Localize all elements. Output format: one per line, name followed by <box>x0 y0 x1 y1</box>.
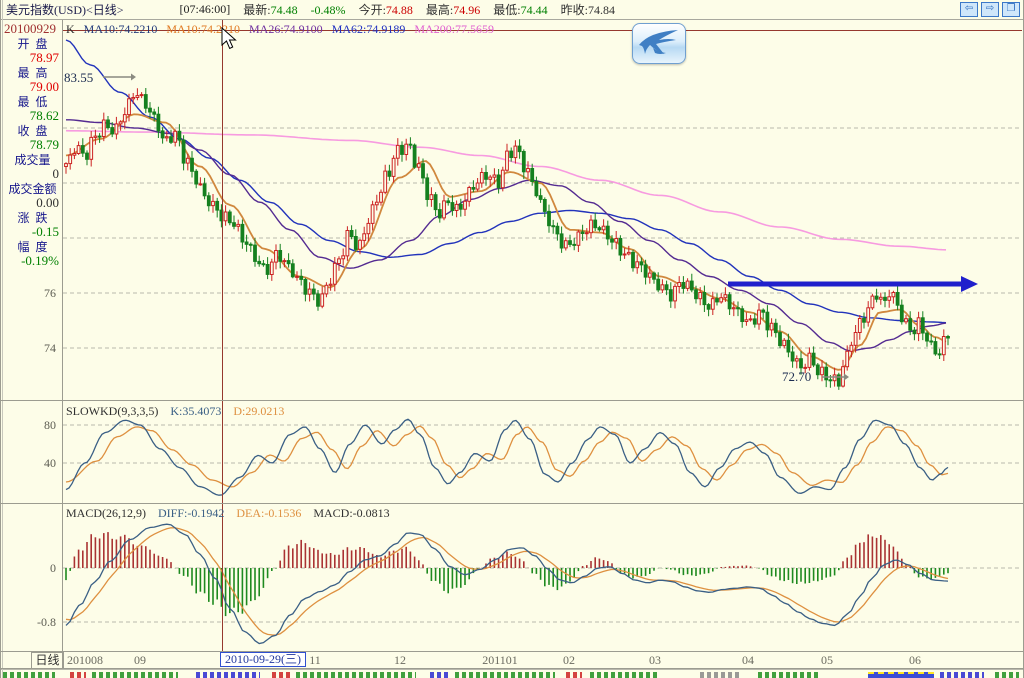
high-price-annotation: 83.55 <box>64 70 94 85</box>
titlebar-buttons: ⇦ ⇨ ❐ <box>960 2 1020 17</box>
kd-macd-divider <box>0 503 1024 504</box>
low-price-annotation: 72.70 <box>782 369 812 384</box>
macd-name: MACD(26,12,9) <box>66 506 146 520</box>
time-axis-label-7: 04 <box>742 653 754 667</box>
main-kd-divider <box>0 400 1024 401</box>
ticker-fragment-10 <box>700 672 740 678</box>
ticker-fragment-3 <box>196 672 260 678</box>
sidebar-row-2: 最 低 78.62 <box>17 95 59 123</box>
ticker-fragment-14 <box>995 672 1019 678</box>
ticker-strip <box>0 669 1024 678</box>
quote-field-5: 昨收:74.84 <box>560 3 615 17</box>
swallow-bird-icon <box>639 30 678 54</box>
quote-field-1: -0.48% <box>310 3 346 17</box>
price-axis-label-76: 76 <box>44 286 56 300</box>
crosshair-date-box: 2010-09-29(三) <box>220 652 306 667</box>
quote-time: [07:46:00] <box>179 2 231 16</box>
time-axis-label-4: 201101 <box>482 653 518 667</box>
macd-diff-value: DIFF:-0.1942 <box>158 506 225 520</box>
ma-label-4: MA62:74.9189 <box>331 22 406 36</box>
quote-bar: 美元指数(USD)<日线> [07:46:00] 最新:74.48 -0.48% 今… <box>0 0 1024 20</box>
ma-label-5: MA200:77.5659 <box>414 22 495 36</box>
kd-d-value: D:29.0213 <box>233 404 285 418</box>
kd-axis-label-40: 40 <box>44 456 56 470</box>
macd-macd-value: MACD:-0.0813 <box>313 506 390 520</box>
sidebar-row-5: 成交金额 0.00 <box>8 182 59 210</box>
ticker-fragment-13 <box>940 672 984 678</box>
time-axis-label-9: 06 <box>909 653 921 667</box>
ma-indicator-row: K MA10:74.2210 MA10:74.2210 MA26:74.9100 MA6… <box>66 22 503 37</box>
ticker-fragment-5 <box>296 672 416 678</box>
axis-divider <box>0 651 1024 652</box>
sidebar-row-7: 幅 度 -0.19% <box>17 240 59 268</box>
time-axis: 201008 09 11 12 201101 02 03 04 05 06 <box>0 652 1024 668</box>
bottom-divider <box>0 668 1024 669</box>
quote-field-3: 最高:74.96 <box>425 3 481 17</box>
quote-fields: 最新:74.48 -0.48% 今开:74.88 最高:74.96 最低:74.44 昨收… <box>230 1 615 18</box>
macd-axis-label-neg08: -0.8 <box>37 615 56 629</box>
mouse-cursor <box>221 27 237 50</box>
kd-indicator-row: SLOWKD(9,3,3,5) K:35.4073 D:29.0213 <box>66 404 293 419</box>
ticker-fragment-7 <box>455 672 555 678</box>
window-left-border <box>0 0 1 678</box>
sidebar-row-3: 收 盘 78.79 <box>17 124 59 152</box>
forward-arrow-icon[interactable]: ⇨ <box>981 2 999 17</box>
sidebar-divider <box>62 20 63 668</box>
time-axis-label-6: 03 <box>649 653 661 667</box>
kd-axis-label-80: 80 <box>44 418 56 432</box>
ticker-fragment-11 <box>758 672 818 678</box>
period-selector[interactable]: 日线 <box>31 652 64 669</box>
ticker-fragment-9 <box>590 672 660 678</box>
macd-indicator-row: MACD(26,12,9) DIFF:-0.1942 DEA:-0.1536 M… <box>66 506 399 521</box>
ma-label-1: MA10:74.2210 <box>83 22 158 36</box>
price-axis-label-74: 74 <box>44 341 56 355</box>
ticker-fragment-8 <box>566 672 582 678</box>
time-axis-label-5: 02 <box>563 653 575 667</box>
ticker-fragment-6 <box>430 672 448 678</box>
back-arrow-icon[interactable]: ⇦ <box>960 2 978 17</box>
sidebar-rows: 开 盘 78.97 最 高 79.00 最 低 78.62 收 盘 78.79 成交量 0 成交金额… <box>3 37 62 269</box>
sidebar-row-0: 开 盘 78.97 <box>17 37 59 65</box>
time-axis-label-2: 11 <box>309 653 321 667</box>
ma-label-0: K <box>66 22 75 36</box>
time-axis-label-1: 09 <box>134 653 146 667</box>
sidebar-row-1: 最 高 79.00 <box>17 66 59 94</box>
quote-field-4: 最低:74.44 <box>493 3 548 17</box>
sidebar-date: 20100929 <box>4 21 56 36</box>
kd-name: SLOWKD(9,3,3,5) <box>66 404 159 418</box>
macd-axis-label-0: 0 <box>50 561 56 575</box>
instrument-title: 美元指数(USD)<日线> <box>6 3 124 17</box>
quote-field-2: 今开:74.88 <box>358 3 413 17</box>
time-axis-label-8: 05 <box>821 653 833 667</box>
ma-label-3: MA26:74.9100 <box>249 22 323 36</box>
cascade-windows-icon[interactable]: ❐ <box>1002 2 1020 17</box>
ticker-fragment-12 <box>868 672 934 678</box>
kd-k-value: K:35.4073 <box>170 404 222 418</box>
time-axis-label-0: 201008 <box>67 653 103 667</box>
ticker-fragment-2 <box>92 672 178 678</box>
sidebar-row-6: 涨 跌 -0.15 <box>17 211 59 239</box>
macd-dea-value: DEA:-0.1536 <box>236 506 302 520</box>
quote-field-0: 最新:74.48 <box>243 3 298 17</box>
ticker-fragment-0 <box>3 672 55 678</box>
broker-logo[interactable] <box>632 23 686 64</box>
time-axis-label-3: 12 <box>394 653 406 667</box>
window-left-inner-border <box>2 0 3 678</box>
ticker-fragment-1 <box>70 672 86 678</box>
sidebar-row-4: 成交量 0 <box>14 153 59 181</box>
ticker-fragment-4 <box>272 672 290 678</box>
sidebar-quote-panel: 20100929 开 盘 78.97 最 高 79.00 最 低 78.62 收 盘 78.7… <box>3 20 62 269</box>
